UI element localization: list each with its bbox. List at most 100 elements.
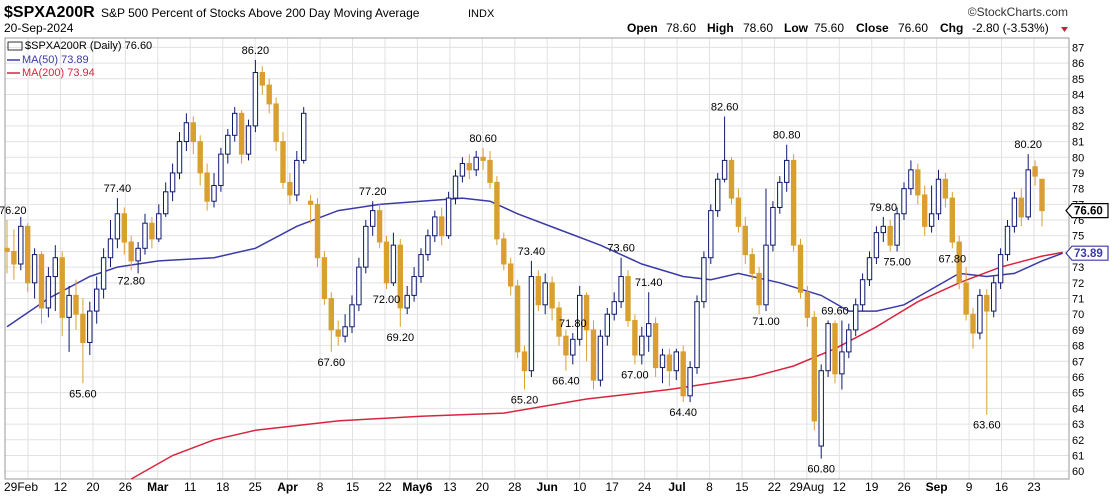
candle (204, 163, 210, 211)
candle-body (549, 282, 555, 309)
candle (1018, 188, 1024, 227)
y-tick-label: 63 (1072, 419, 1084, 431)
x-tick-label: 29Aug (789, 480, 824, 494)
price-annotation: 67.60 (318, 357, 346, 369)
chg-value: -2.80 (-3.53%) (972, 21, 1049, 35)
candle (307, 194, 314, 224)
annotations: 76.20 65.60 77.40 72.80 86.20 67.60 77.20 72.00… (0, 45, 1042, 476)
x-tick-label: 22 (768, 480, 782, 494)
candle (25, 223, 31, 293)
candle (66, 285, 72, 352)
y-tick-label: 64 (1072, 403, 1084, 415)
x-tick-label: 16 (995, 480, 1009, 494)
candle-body (928, 213, 935, 227)
price-annotation: 71.40 (635, 277, 663, 289)
x-tick-label: 10 (573, 480, 587, 494)
price-annotation: 73.60 (607, 243, 635, 255)
candle (997, 248, 1004, 290)
candle (404, 285, 410, 315)
close-badge: 76.60 (1065, 203, 1109, 219)
candle (328, 292, 335, 352)
candle-body (804, 291, 811, 318)
candle-body (784, 159, 790, 183)
candle-body (1018, 197, 1024, 218)
candle-body (715, 178, 721, 212)
candle-body (632, 319, 638, 356)
price-annotation: 69.20 (387, 332, 415, 344)
candle-body (383, 241, 390, 284)
candle-body (425, 235, 431, 256)
x-axis: 29Feb 12 20 26 Mar 11 18 25 Apr 8 15 22 May6 13 20 28 Ju… (4, 480, 1041, 494)
candle (797, 238, 804, 299)
low-label: Low (784, 21, 809, 35)
candle (301, 107, 307, 164)
candle (107, 220, 114, 268)
candle-body (542, 282, 548, 306)
candle (314, 198, 321, 268)
candle-body (245, 125, 252, 155)
candle (494, 176, 500, 246)
legend-main: $SPXA200R (Daily) 76.60 (25, 40, 152, 52)
candle (687, 361, 693, 403)
candle (859, 273, 866, 312)
candle (390, 232, 397, 286)
x-tick-label: 20 (86, 480, 100, 494)
candle-body (977, 294, 983, 334)
candle (956, 235, 962, 290)
y-tick-label: 72 (1072, 278, 1084, 290)
candle (970, 307, 976, 349)
candle-body (342, 326, 348, 337)
candle-body (652, 323, 659, 369)
candle-body (859, 279, 866, 306)
candle-body (770, 206, 776, 246)
x-tick-label: 18 (216, 480, 230, 494)
candle (922, 185, 928, 236)
candle-body (1032, 166, 1038, 177)
candle (121, 207, 127, 255)
y-tick-label: 61 (1072, 450, 1084, 462)
candle-body (494, 181, 500, 240)
brand-label[interactable]: ©StockCharts.com (968, 5, 1068, 19)
price-annotation: 65.20 (511, 395, 539, 407)
price-annotation: 69.60 (821, 305, 849, 317)
chart-symbol: $SPXA200R (4, 4, 95, 21)
candle-body (894, 213, 900, 246)
candle (597, 329, 604, 387)
candle (459, 157, 466, 183)
candle-body (508, 263, 514, 287)
candle-body (922, 194, 928, 227)
candle-body (439, 216, 445, 237)
x-tick-label: 15 (346, 480, 360, 494)
candle (73, 279, 79, 330)
x-tick-label: 26 (119, 480, 133, 494)
price-annotation: 65.60 (69, 388, 97, 400)
candle-body (183, 122, 190, 143)
candle (383, 235, 390, 290)
y-tick-label: 69 (1072, 325, 1084, 337)
candle-body (321, 257, 328, 300)
candle-body (238, 112, 245, 155)
candle-body (1011, 197, 1018, 227)
candle (59, 251, 65, 337)
x-tick-label: 17 (605, 480, 619, 494)
candle (163, 182, 169, 217)
candle (100, 248, 107, 299)
y-axis: 6061626364656667686970717273747576777879… (1072, 42, 1084, 478)
candle (473, 150, 479, 177)
candle-body (294, 159, 300, 196)
y-tick-label: 80 (1072, 152, 1084, 164)
candle-body (121, 213, 127, 243)
candle (984, 289, 990, 415)
x-tick-label: 25 (248, 480, 262, 494)
x-tick-label: 12 (54, 480, 68, 494)
candle-body (521, 351, 528, 372)
candle-body (66, 294, 72, 318)
candle (321, 251, 328, 305)
candle-body (376, 210, 383, 243)
candle-body (942, 178, 949, 199)
candle (287, 172, 293, 205)
x-tick-label: 9 (966, 480, 973, 494)
candle (639, 326, 645, 365)
candle-body (708, 210, 714, 259)
ma50-badge-text: 73.89 (1074, 248, 1103, 260)
